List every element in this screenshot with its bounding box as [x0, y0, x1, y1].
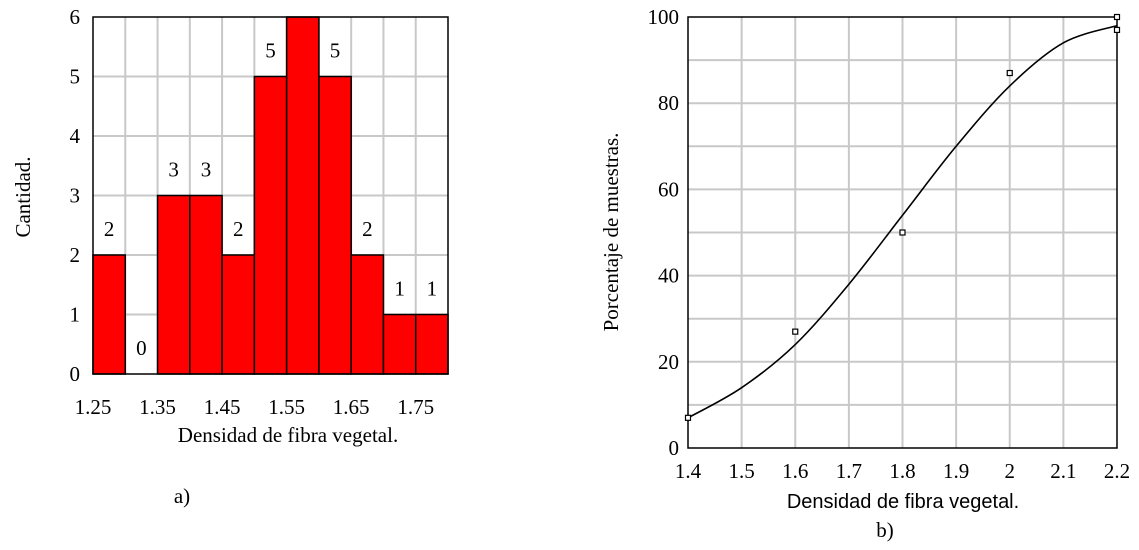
histogram-data-label: 5 [330, 39, 341, 63]
cumulative-x-axis-label: Densidad de fibra vegetal. [787, 491, 1019, 513]
histogram-data-label: 0 [136, 336, 147, 360]
histogram-data-label: 2 [104, 217, 115, 241]
histogram-y-tick-label: 0 [70, 362, 81, 386]
histogram-bar [189, 194, 223, 375]
data-point [1113, 13, 1121, 21]
histogram-bar [318, 75, 352, 375]
histogram-x-tick-label: 1.35 [139, 395, 176, 419]
data-point [792, 328, 799, 335]
cumulative-y-tick-label: 20 [658, 350, 679, 374]
cumulative-x-tick-label: 2.1 [1050, 459, 1076, 483]
histogram-y-tick-label: 3 [70, 184, 81, 208]
cumulative-x-tick-label: 2.2 [1104, 459, 1130, 483]
histogram-data-labels: 2 0 3 3 2 5 5 2 1 1 [97, 37, 444, 361]
histogram-bar [414, 313, 449, 375]
histogram-label-background [258, 37, 283, 64]
histogram-data-label: 1 [427, 277, 438, 301]
histogram-data-label: 3 [201, 158, 212, 182]
histogram-data-label: 2 [362, 217, 373, 241]
histogram-x-tick-label: 1.75 [397, 395, 434, 419]
histogram-x-tick-label: 1.25 [75, 395, 112, 419]
cumulative-y-ticks: 0 20 40 60 80 100 [648, 5, 680, 460]
histogram-bar [382, 313, 417, 375]
histogram-label-background [387, 275, 412, 302]
cumulative-chart: 1.4 1.5 1.6 1.7 1.8 1.9 2 2.1 2.2 0 20 40 60 80 100 D… [599, 5, 1130, 542]
cumulative-caption: b) [876, 518, 894, 542]
histogram-bars [92, 16, 449, 375]
cumulative-frame [687, 16, 1118, 449]
histogram-data-label: 5 [265, 39, 276, 63]
histogram-label-background [323, 37, 348, 64]
cumulative-y-tick-label: 80 [658, 91, 679, 115]
histogram-bar [221, 254, 256, 375]
cumulative-y-tick-label: 100 [648, 5, 680, 29]
histogram-x-tick-label: 1.45 [204, 395, 241, 419]
histogram-bar [350, 254, 385, 375]
histogram-x-axis-label: Densidad de fibra vegetal. [178, 423, 398, 447]
data-point [1006, 69, 1013, 77]
cumulative-y-tick-label: 0 [669, 436, 680, 460]
histogram-x-tick-label: 1.65 [333, 395, 370, 419]
histogram-bar [285, 16, 320, 375]
histogram-y-tick-label: 2 [70, 243, 81, 267]
cumulative-x-tick-label: 2 [1005, 459, 1016, 483]
histogram-y-ticks: 0 1 2 3 4 5 6 [70, 5, 81, 386]
histogram-y-tick-label: 1 [70, 303, 81, 327]
data-point [899, 229, 906, 236]
histogram-label-background [161, 156, 186, 183]
histogram-caption: a) [174, 484, 190, 508]
histogram-label-background [419, 275, 444, 302]
cumulative-points [684, 13, 1121, 421]
histogram-bar [253, 75, 288, 375]
histogram-data-label: 3 [168, 158, 179, 182]
histogram-label-background [226, 216, 251, 242]
histogram-label-background [193, 156, 218, 183]
cumulative-x-ticks: 1.4 1.5 1.6 1.7 1.8 1.9 2 2.1 2.2 [675, 459, 1130, 483]
histogram-chart: 203 325 521 1 1.25 1.35 1.45 1.55 1.65 1.75 0123… [11, 5, 449, 508]
cumulative-y-tick-label: 60 [658, 177, 679, 201]
data-point [1113, 26, 1121, 34]
cumulative-x-tick-label: 1.4 [675, 459, 702, 483]
data-point [684, 414, 692, 421]
histogram-x-ticks: 1.25 1.35 1.45 1.55 1.65 1.75 [75, 395, 434, 419]
cumulative-x-tick-label: 1.9 [943, 459, 969, 483]
histogram-y-axis-label: Cantidad. [11, 156, 35, 237]
histogram-frame [92, 16, 449, 375]
histogram-y-tick-label: 6 [70, 5, 81, 29]
cumulative-y-tick-label: 40 [658, 264, 679, 288]
histogram-y-tick-label: 5 [70, 65, 81, 89]
histogram-label-background [355, 216, 380, 242]
cumulative-x-tick-label: 1.6 [782, 459, 808, 483]
cumulative-x-tick-label: 1.8 [889, 459, 915, 483]
histogram-y-tick-label: 4 [70, 124, 81, 148]
cumulative-y-axis-label: Porcentaje de muestras. [599, 133, 623, 332]
histogram-label-background [129, 335, 154, 361]
histogram-bar [92, 254, 127, 375]
cumulative-x-tick-label: 1.7 [836, 459, 862, 483]
histogram-x-tick-label: 1.55 [268, 395, 305, 419]
cumulative-x-tick-label: 1.5 [729, 459, 755, 483]
histogram-label-background [97, 216, 122, 242]
histogram-data-label: 1 [394, 277, 405, 301]
histogram-bar [156, 194, 191, 375]
fit-curve [687, 24, 1118, 419]
histogram-data-label: 2 [233, 217, 244, 241]
